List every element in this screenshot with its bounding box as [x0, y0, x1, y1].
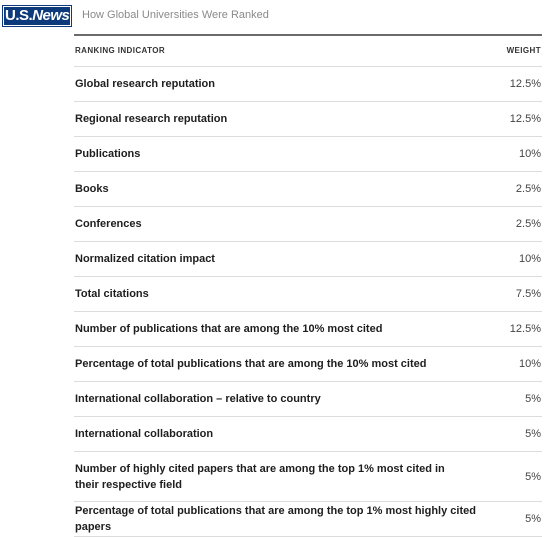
column-header-indicator: RANKING INDICATOR [75, 46, 166, 55]
table-row: Books 2.5% [74, 172, 542, 207]
weight-cell: 5% [525, 393, 541, 405]
table-row: Total citations 7.5% [74, 277, 542, 312]
weight-cell: 12.5% [509, 113, 541, 125]
weight-cell: 10% [518, 358, 541, 370]
indicator-cell: Global research reputation [75, 78, 215, 90]
table-row: Number of publications that are among th… [74, 312, 542, 347]
table-row: Global research reputation 12.5% [74, 67, 542, 102]
logo-news-text: News [32, 7, 70, 24]
table-row: Normalized citation impact 10% [74, 242, 542, 277]
indicator-cell: Number of highly cited papers that are a… [75, 462, 445, 491]
indicator-cell: Conferences [75, 218, 142, 230]
column-header-weight: WEIGHT [506, 46, 541, 55]
table-top-divider [74, 34, 542, 36]
weight-cell: 2.5% [515, 218, 541, 230]
indicator-cell: Publications [75, 148, 141, 160]
weight-cell: 7.5% [515, 288, 541, 300]
indicator-cell: Books [75, 183, 109, 195]
indicator-cell: Normalized citation impact [75, 253, 215, 265]
usnews-logo[interactable]: U.S.News [2, 5, 73, 27]
weight-cell: 12.5% [509, 78, 541, 90]
indicator-cell: Percentage of total publications that ar… [75, 358, 427, 370]
weight-cell: 2.5% [515, 183, 541, 195]
weight-cell: 5% [525, 513, 541, 525]
weight-cell: 12.5% [509, 323, 541, 335]
table-row: International collaboration – relative t… [74, 382, 542, 417]
weight-cell: 10% [518, 148, 541, 160]
page-title: How Global Universities Were Ranked [82, 9, 269, 21]
logo-us-text: U.S. [5, 7, 33, 24]
table-row: Percentage of total publications that ar… [74, 502, 542, 537]
indicator-cell: Percentage of total publications that ar… [75, 505, 476, 533]
table-row: Number of highly cited papers that are a… [74, 452, 542, 502]
table-header: RANKING INDICATOR WEIGHT [74, 36, 542, 67]
weight-cell: 5% [525, 428, 541, 440]
table-row: International collaboration 5% [74, 417, 542, 452]
top-bar: U.S.News How Global Universities Were Ra… [0, 0, 554, 34]
weight-cell: 10% [518, 253, 541, 265]
indicator-cell: International collaboration [75, 428, 214, 440]
indicator-cell: Regional research reputation [75, 113, 228, 125]
ranking-table: RANKING INDICATOR WEIGHT Global research… [74, 34, 542, 537]
indicator-cell: International collaboration – relative t… [75, 393, 321, 405]
table-row: Regional research reputation 12.5% [74, 102, 542, 137]
indicator-cell: Number of publications that are among th… [75, 323, 383, 335]
table-row: Percentage of total publications that ar… [74, 347, 542, 382]
weight-cell: 5% [525, 470, 541, 483]
indicator-cell: Total citations [75, 288, 149, 300]
table-row: Publications 10% [74, 137, 542, 172]
table-row: Conferences 2.5% [74, 207, 542, 242]
